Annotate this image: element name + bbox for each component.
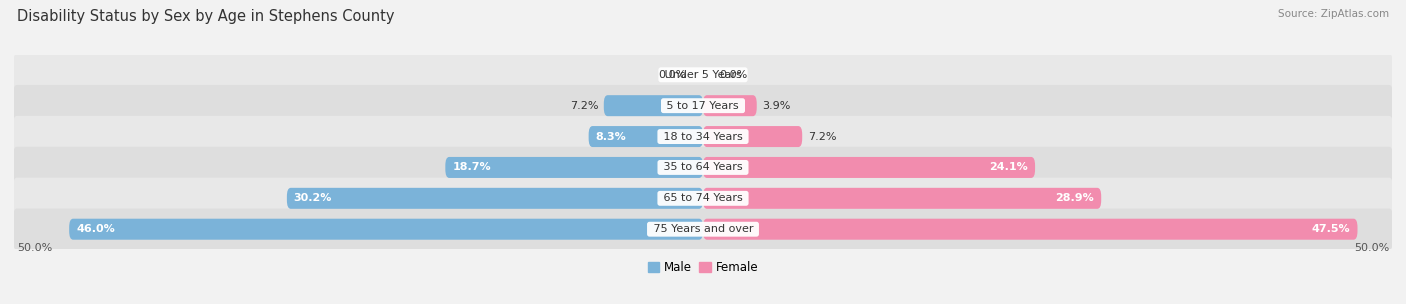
- Text: 50.0%: 50.0%: [1354, 244, 1389, 253]
- Text: Disability Status by Sex by Age in Stephens County: Disability Status by Sex by Age in Steph…: [17, 9, 394, 24]
- FancyBboxPatch shape: [14, 116, 1392, 157]
- FancyBboxPatch shape: [14, 85, 1392, 126]
- Text: 65 to 74 Years: 65 to 74 Years: [659, 193, 747, 203]
- Text: 8.3%: 8.3%: [596, 132, 626, 142]
- FancyBboxPatch shape: [703, 126, 803, 147]
- Text: Source: ZipAtlas.com: Source: ZipAtlas.com: [1278, 9, 1389, 19]
- Text: Under 5 Years: Under 5 Years: [661, 70, 745, 80]
- FancyBboxPatch shape: [703, 188, 1101, 209]
- Text: 3.9%: 3.9%: [762, 101, 790, 111]
- Text: 46.0%: 46.0%: [76, 224, 115, 234]
- Text: 18.7%: 18.7%: [453, 162, 491, 172]
- Text: 7.2%: 7.2%: [807, 132, 837, 142]
- Text: 50.0%: 50.0%: [17, 244, 52, 253]
- Text: 24.1%: 24.1%: [990, 162, 1028, 172]
- Text: 7.2%: 7.2%: [569, 101, 599, 111]
- FancyBboxPatch shape: [14, 209, 1392, 250]
- FancyBboxPatch shape: [69, 219, 703, 240]
- Text: 5 to 17 Years: 5 to 17 Years: [664, 101, 742, 111]
- FancyBboxPatch shape: [703, 95, 756, 116]
- FancyBboxPatch shape: [446, 157, 703, 178]
- FancyBboxPatch shape: [589, 126, 703, 147]
- FancyBboxPatch shape: [14, 178, 1392, 219]
- Text: 0.0%: 0.0%: [658, 70, 686, 80]
- Legend: Male, Female: Male, Female: [643, 256, 763, 278]
- FancyBboxPatch shape: [287, 188, 703, 209]
- Text: 28.9%: 28.9%: [1056, 193, 1094, 203]
- Text: 35 to 64 Years: 35 to 64 Years: [659, 162, 747, 172]
- FancyBboxPatch shape: [603, 95, 703, 116]
- Text: 30.2%: 30.2%: [294, 193, 332, 203]
- Text: 0.0%: 0.0%: [720, 70, 748, 80]
- Text: 75 Years and over: 75 Years and over: [650, 224, 756, 234]
- FancyBboxPatch shape: [703, 219, 1358, 240]
- Text: 18 to 34 Years: 18 to 34 Years: [659, 132, 747, 142]
- FancyBboxPatch shape: [14, 54, 1392, 95]
- FancyBboxPatch shape: [14, 147, 1392, 188]
- Text: 47.5%: 47.5%: [1312, 224, 1351, 234]
- FancyBboxPatch shape: [703, 157, 1035, 178]
